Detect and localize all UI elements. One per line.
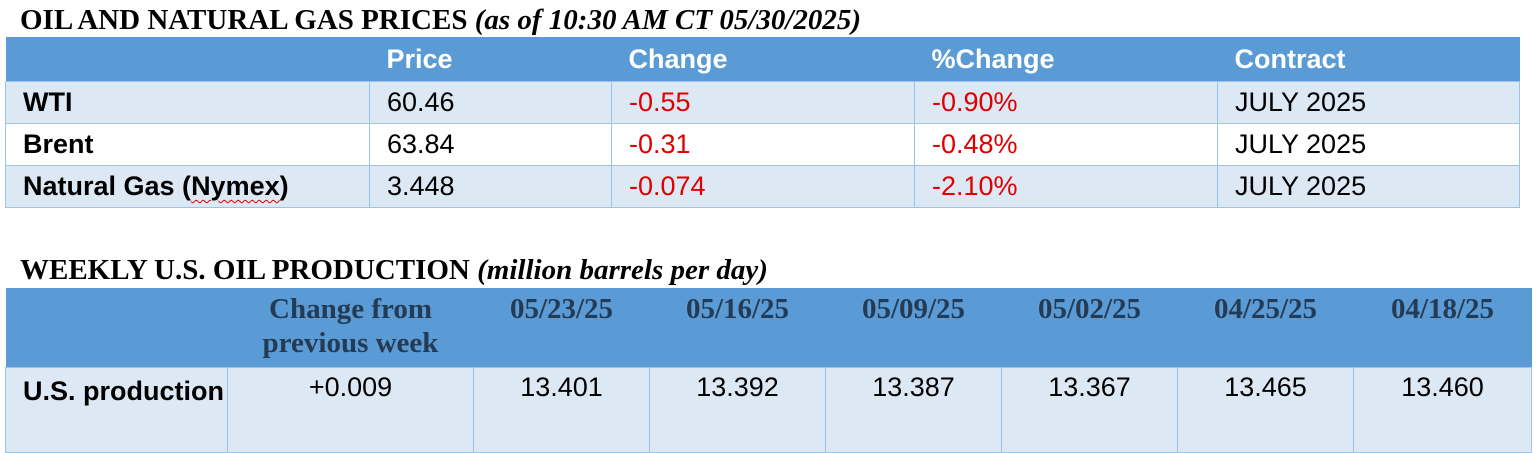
price-value: 3.448 — [369, 165, 612, 208]
header-change: Change — [611, 37, 915, 82]
production-subtitle: (million barrels per day) — [477, 254, 768, 286]
header-date: 04/25/25 — [1177, 288, 1354, 368]
table-header-row: Price Change %Change Contract — [5, 37, 1520, 82]
commodity-name-prefix: Natural Gas ( — [23, 171, 192, 201]
header-change-from-previous-week: Change from previous week — [227, 288, 474, 368]
production-table: Change from previous week 05/23/25 05/16… — [5, 288, 1532, 453]
price-value: 60.46 — [369, 81, 612, 124]
header-price: Price — [369, 37, 612, 82]
commodity-name: Brent — [5, 123, 370, 166]
contract-value: JULY 2025 — [1217, 165, 1520, 208]
header-date: 05/16/25 — [649, 288, 826, 368]
pct-change-value: -2.10% — [914, 165, 1218, 208]
production-value: 13.401 — [473, 367, 650, 453]
table-header-row: Change from previous week 05/23/25 05/16… — [5, 288, 1532, 368]
header-date: 05/23/25 — [473, 288, 650, 368]
pct-change-value: -0.90% — [914, 81, 1218, 124]
contract-value: JULY 2025 — [1217, 123, 1520, 166]
production-value: 13.460 — [1353, 367, 1532, 453]
table-row: WTI 60.46 -0.55 -0.90% JULY 2025 — [5, 81, 1520, 124]
production-title: WEEKLY U.S. OIL PRODUCTION — [20, 254, 470, 286]
prices-table: Price Change %Change Contract WTI 60.46 … — [5, 37, 1520, 208]
commodity-name: Natural Gas (Nymex) — [5, 165, 370, 208]
change-value: -0.55 — [611, 81, 915, 124]
header-pct-change: %Change — [914, 37, 1218, 82]
weekly-change-value: +0.009 — [227, 367, 474, 453]
header-date: 05/02/25 — [1001, 288, 1178, 368]
price-value: 63.84 — [369, 123, 612, 166]
change-value: -0.31 — [611, 123, 915, 166]
table-row: Natural Gas (Nymex) 3.448 -0.074 -2.10% … — [5, 165, 1520, 208]
production-value: 13.392 — [649, 367, 826, 453]
production-value: 13.367 — [1001, 367, 1178, 453]
header-contract: Contract — [1217, 37, 1520, 82]
contract-value: JULY 2025 — [1217, 81, 1520, 124]
row-label: U.S. production — [5, 367, 228, 453]
header-blank — [5, 288, 228, 368]
prices-section-title: OIL AND NATURAL GAS PRICES (as of 10:30 … — [20, 3, 861, 37]
spellcheck-flagged-word: Nymex — [191, 171, 280, 201]
table-row: U.S. production +0.009 13.401 13.392 13.… — [5, 367, 1532, 453]
prices-title: OIL AND NATURAL GAS PRICES — [20, 4, 468, 36]
production-value: 13.387 — [825, 367, 1002, 453]
commodity-name: WTI — [5, 81, 370, 124]
prices-subtitle: (as of 10:30 AM CT 05/30/2025) — [474, 4, 862, 36]
pct-change-value: -0.48% — [914, 123, 1218, 166]
table-row: Brent 63.84 -0.31 -0.48% JULY 2025 — [5, 123, 1520, 166]
header-date: 05/09/25 — [825, 288, 1002, 368]
header-blank — [5, 37, 370, 82]
commodity-name-suffix: ) — [279, 171, 289, 201]
production-section-title: WEEKLY U.S. OIL PRODUCTION (million barr… — [20, 253, 768, 287]
header-date: 04/18/25 — [1353, 288, 1532, 368]
change-value: -0.074 — [611, 165, 915, 208]
production-value: 13.465 — [1177, 367, 1354, 453]
